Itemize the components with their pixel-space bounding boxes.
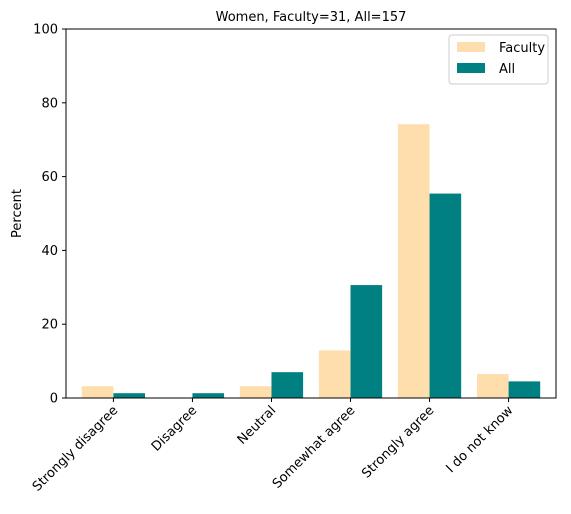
bars-group — [81, 124, 541, 399]
legend-swatch-faculty — [457, 42, 485, 52]
x-tick-label-4: Strongly agree — [359, 403, 437, 481]
x-axis: Strongly disagree Disagree NeutralSomewhat… — [30, 398, 517, 495]
y-tick-label-3: 60 — [41, 170, 58, 185]
legend: Faculty All — [448, 34, 549, 85]
x-tick-label-1: Disagree — [149, 403, 200, 454]
bar-faculty-3 — [318, 350, 351, 398]
x-tick-label-3: Somewhat agree — [270, 403, 359, 492]
bar-all-3 — [350, 285, 383, 398]
legend-label-all: All — [499, 62, 515, 77]
y-axis-label: Percent — [10, 189, 25, 238]
x-tick-label-0: Strongly disagree — [30, 403, 121, 494]
y-tick-label-5: 100 — [33, 23, 58, 38]
bar-all-1 — [192, 393, 225, 398]
bar-faculty-5 — [476, 374, 509, 398]
bar-all-0 — [113, 393, 146, 398]
y-tick-label-4: 80 — [41, 96, 58, 111]
chart-title: Women, Faculty=31, All=157 — [216, 10, 407, 25]
y-tick-label-0: 0 — [50, 392, 58, 407]
y-tick-label-1: 20 — [41, 318, 58, 333]
bar-all-5 — [508, 381, 541, 398]
bar-faculty-0 — [81, 386, 114, 398]
x-tick-label-2: Neutral — [235, 403, 280, 448]
bar-all-4 — [429, 193, 462, 398]
x-tick-label-5: I do not know — [444, 403, 517, 476]
plot-frame — [65, 28, 557, 399]
bar-all-2 — [271, 372, 304, 398]
bar-faculty-4 — [397, 124, 430, 399]
legend-swatch-all — [457, 63, 485, 73]
bar-faculty-2 — [239, 386, 272, 398]
legend-label-faculty: Faculty — [499, 41, 545, 56]
y-tick-label-2: 40 — [41, 244, 58, 259]
y-axis: 0 20 40 60 80 100 — [33, 23, 66, 407]
